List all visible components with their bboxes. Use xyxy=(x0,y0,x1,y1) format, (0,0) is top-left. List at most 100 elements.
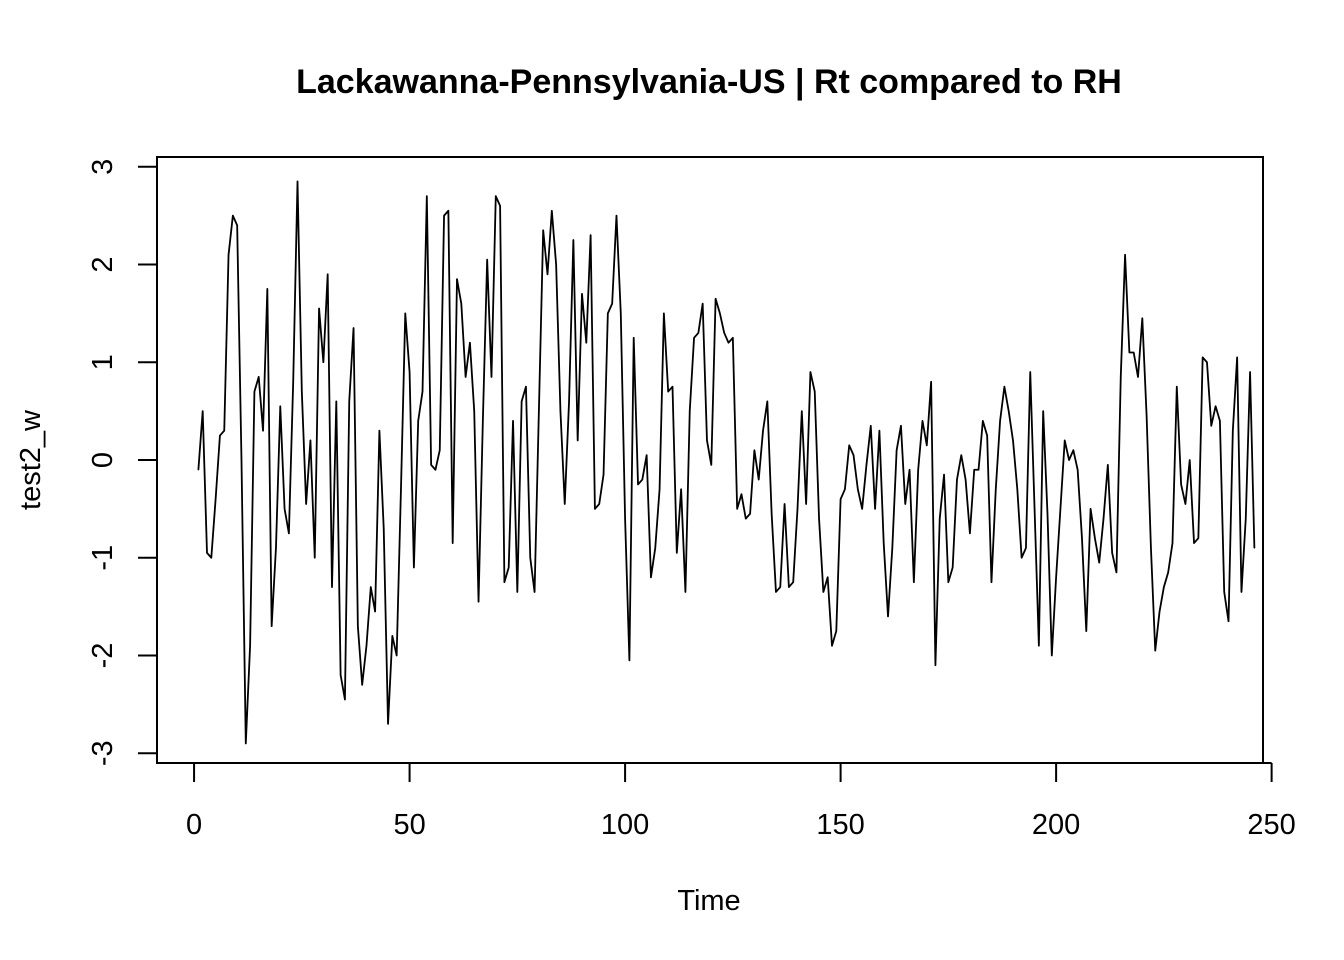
data-point xyxy=(1236,356,1238,358)
data-point xyxy=(805,503,807,505)
data-point xyxy=(577,439,579,442)
data-point xyxy=(702,303,704,305)
data-point xyxy=(904,503,906,505)
data-point xyxy=(473,410,475,412)
data-point xyxy=(417,420,419,422)
data-point xyxy=(516,591,518,593)
data-point xyxy=(663,312,665,314)
data-point xyxy=(266,288,268,290)
series-points xyxy=(197,180,1255,745)
data-point xyxy=(1115,571,1118,574)
data-point xyxy=(1008,410,1010,412)
data-point xyxy=(1029,371,1031,373)
data-point xyxy=(271,625,273,627)
data-point xyxy=(908,469,911,471)
data-point xyxy=(1197,537,1199,539)
data-point xyxy=(253,390,256,393)
data-point xyxy=(1240,591,1243,593)
data-point xyxy=(529,557,531,559)
x-tick-label: 0 xyxy=(186,809,202,841)
chart-title: Lackawanna-Pennsylvania-US | Rt compared… xyxy=(296,63,1122,101)
data-point xyxy=(943,474,945,476)
data-point xyxy=(715,298,717,300)
data-point xyxy=(1202,356,1204,358)
data-point xyxy=(1059,508,1062,510)
data-point xyxy=(245,742,247,745)
data-point xyxy=(1120,376,1122,378)
data-point xyxy=(1042,410,1044,412)
data-point xyxy=(301,390,303,393)
data-point xyxy=(1223,591,1225,593)
data-point xyxy=(947,581,949,583)
data-point xyxy=(917,469,919,471)
data-point xyxy=(727,342,730,344)
y-axis-label: test2_w xyxy=(15,409,47,510)
data-point xyxy=(779,586,781,588)
data-point xyxy=(215,498,217,500)
data-point xyxy=(788,586,790,588)
data-point xyxy=(749,513,751,515)
data-point xyxy=(710,464,712,466)
y-tick-label: -3 xyxy=(87,740,119,766)
data-point xyxy=(400,488,402,490)
data-point xyxy=(1206,361,1208,363)
x-axis: 0 50 100 150 200 250 xyxy=(186,762,1296,841)
data-point xyxy=(913,581,915,583)
data-point xyxy=(883,542,885,544)
data-point xyxy=(624,518,626,520)
data-point xyxy=(396,654,398,657)
data-point xyxy=(1154,650,1156,652)
data-point xyxy=(447,210,449,212)
y-tick-label: 0 xyxy=(87,452,119,468)
data-point xyxy=(831,645,833,647)
data-point xyxy=(223,430,225,432)
data-point xyxy=(357,625,359,627)
data-point xyxy=(508,566,510,569)
data-point xyxy=(555,263,557,266)
data-point xyxy=(887,615,889,617)
data-point xyxy=(434,469,437,471)
data-point xyxy=(684,591,687,593)
data-point xyxy=(335,400,337,402)
data-point xyxy=(197,469,199,471)
data-point xyxy=(861,508,863,510)
data-point xyxy=(1150,547,1152,549)
data-point xyxy=(753,449,756,451)
data-point xyxy=(452,542,454,544)
data-point xyxy=(1184,503,1187,505)
data-point xyxy=(1249,371,1251,373)
data-point xyxy=(693,337,695,339)
data-point xyxy=(956,478,958,481)
data-point xyxy=(1128,351,1130,354)
data-point xyxy=(1214,405,1217,407)
data-point xyxy=(723,332,725,334)
x-tick-label: 100 xyxy=(601,809,649,841)
data-point xyxy=(1219,420,1221,422)
data-point xyxy=(775,591,777,593)
data-point xyxy=(1171,542,1174,544)
data-point xyxy=(503,581,505,583)
data-point xyxy=(745,518,747,520)
data-point xyxy=(1111,552,1113,554)
series-line xyxy=(197,180,1256,745)
y-tick-label: -2 xyxy=(87,643,119,669)
data-point xyxy=(706,439,708,442)
data-point xyxy=(585,342,587,344)
data-point xyxy=(999,420,1001,422)
data-point xyxy=(258,376,260,378)
data-point xyxy=(1176,386,1178,388)
data-point xyxy=(249,645,251,647)
data-point xyxy=(533,591,536,593)
data-point xyxy=(689,410,691,412)
data-point xyxy=(952,566,954,569)
data-point xyxy=(697,332,699,334)
data-point xyxy=(361,684,363,686)
data-point xyxy=(1146,415,1148,417)
data-point xyxy=(973,469,975,471)
data-point xyxy=(404,312,406,314)
data-point xyxy=(456,278,458,280)
data-point xyxy=(227,254,230,256)
data-point xyxy=(525,386,527,388)
data-point xyxy=(818,518,820,520)
data-point xyxy=(1016,488,1018,490)
